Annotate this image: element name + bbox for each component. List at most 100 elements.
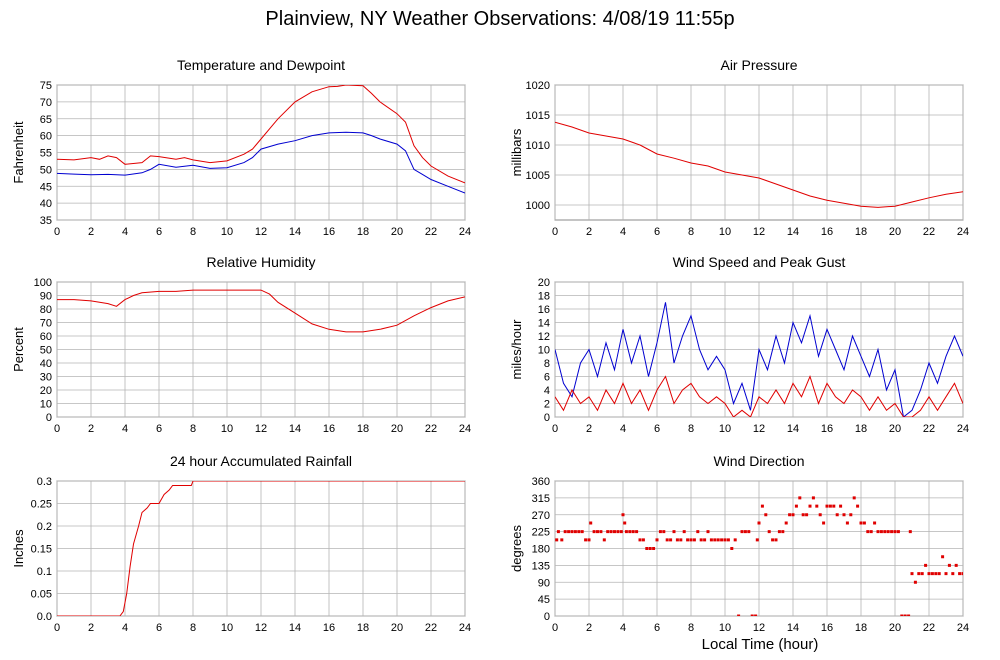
series-line — [57, 85, 465, 184]
data-point — [631, 530, 635, 534]
y-tick-label: 20 — [40, 385, 52, 397]
x-tick-label: 14 — [289, 423, 301, 435]
data-point — [584, 538, 588, 542]
data-point — [696, 530, 700, 534]
data-point — [961, 572, 963, 576]
x-tick-label: 2 — [88, 423, 94, 435]
data-point — [645, 547, 649, 550]
series-line — [555, 121, 963, 208]
data-point — [580, 530, 584, 534]
temperature-chart: 0 2 4 6 8 10 12 14 16 18 20 22 24354045505560657075T… — [11, 57, 471, 238]
data-point — [750, 614, 754, 616]
x-tick-label: 0 — [54, 226, 60, 238]
x-tick-label: 20 — [391, 226, 403, 238]
data-point — [616, 530, 620, 534]
x-tick-label: 20 — [889, 622, 901, 634]
y-tick-label: 70 — [40, 318, 52, 330]
x-tick-label: 16 — [821, 226, 833, 238]
y-tick-label: 10 — [40, 399, 52, 411]
data-point — [764, 513, 768, 517]
data-point — [570, 530, 574, 534]
data-point — [947, 563, 951, 567]
data-point — [757, 521, 761, 525]
x-tick-label: 0 — [54, 423, 60, 435]
x-tick-label: 14 — [787, 622, 799, 634]
y-tick-label: 14 — [538, 318, 550, 330]
x-tick-label: 16 — [323, 622, 335, 634]
x-tick-label: 2 — [88, 226, 94, 238]
x-tick-label: 18 — [357, 423, 369, 435]
x-tick-label: 20 — [391, 423, 403, 435]
data-point — [920, 572, 924, 576]
x-tick-label: 8 — [688, 622, 694, 634]
data-point — [941, 555, 945, 559]
y-axis-label: degrees — [509, 525, 524, 572]
data-point — [587, 538, 591, 542]
data-point — [619, 530, 623, 534]
data-point — [669, 538, 673, 542]
x-tick-label: 6 — [654, 226, 660, 238]
x-tick-label: 6 — [654, 622, 660, 634]
x-tick-label: 24 — [957, 423, 969, 435]
x-tick-label: 24 — [957, 226, 969, 238]
data-point — [596, 530, 599, 534]
x-tick-label: 14 — [289, 622, 301, 634]
data-point — [733, 538, 737, 542]
data-point — [781, 530, 785, 534]
chart-title: Wind Speed and Peak Gust — [673, 254, 846, 270]
x-tick-label: 18 — [855, 423, 867, 435]
series-line — [555, 375, 963, 417]
data-point — [777, 530, 781, 534]
y-tick-label: 0.15 — [31, 544, 52, 556]
data-point — [709, 538, 713, 542]
x-tick-label: 18 — [855, 622, 867, 634]
data-point — [798, 496, 802, 500]
data-point — [771, 538, 775, 542]
y-tick-label: 16 — [538, 304, 550, 316]
x-tick-label: 20 — [889, 423, 901, 435]
data-point — [755, 538, 759, 542]
series-line — [57, 289, 465, 333]
x-tick-label: 8 — [688, 423, 694, 435]
y-tick-label: 1005 — [526, 170, 550, 182]
data-point — [743, 530, 747, 534]
x-tick-label: 8 — [190, 226, 196, 238]
rainfall-chart: 0 2 4 6 8 10 12 14 16 18 20 22 240.00.050.10.150.20.… — [11, 453, 471, 634]
data-point — [954, 563, 958, 567]
data-point — [720, 538, 724, 542]
data-point — [908, 530, 912, 534]
data-point — [686, 538, 690, 542]
data-point — [754, 614, 758, 616]
x-tick-label: 10 — [719, 226, 731, 238]
y-tick-label: 1000 — [526, 200, 550, 212]
relative-humidity-chart: 0 2 4 6 8 10 12 14 16 18 20 22 240102030405060708090… — [11, 254, 471, 435]
x-tick-label: 0 — [552, 622, 558, 634]
chart-title: 24 hour Accumulated Rainfall — [170, 453, 352, 469]
data-point — [815, 504, 819, 508]
x-tick-label: 22 — [923, 423, 935, 435]
y-tick-label: 6 — [544, 372, 550, 384]
y-tick-label: 100 — [34, 277, 52, 289]
data-point — [706, 530, 710, 534]
x-tick-label: 10 — [221, 226, 233, 238]
data-point — [655, 538, 659, 542]
y-tick-label: 135 — [532, 560, 550, 572]
data-point — [818, 513, 822, 517]
data-point — [801, 513, 805, 517]
y-tick-label: 225 — [532, 527, 550, 539]
y-tick-label: 0 — [544, 611, 550, 623]
y-tick-label: 1015 — [526, 110, 550, 122]
data-point — [692, 538, 696, 542]
x-tick-label: 2 — [586, 423, 592, 435]
y-axis-label: Inches — [11, 529, 26, 568]
data-point — [672, 530, 676, 534]
data-point — [951, 572, 955, 576]
data-point — [859, 521, 863, 525]
data-point — [689, 538, 693, 542]
data-point — [555, 538, 559, 542]
x-tick-label: 16 — [821, 423, 833, 435]
series-line — [57, 481, 465, 616]
x-tick-label: 16 — [323, 423, 335, 435]
x-axis-label: Local Time (hour) — [701, 636, 819, 653]
